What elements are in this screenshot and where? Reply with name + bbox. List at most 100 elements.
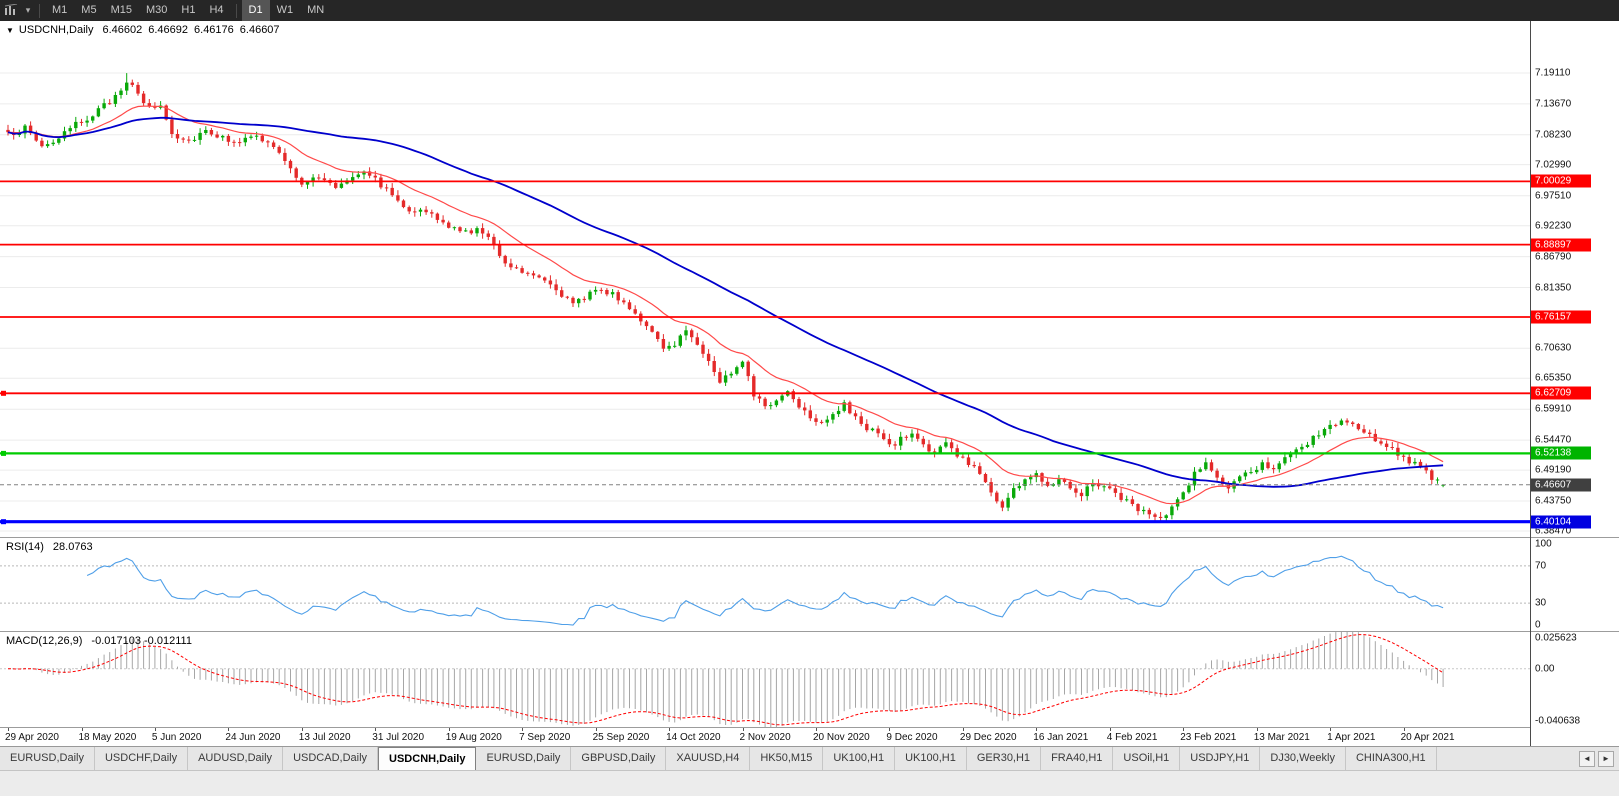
price-tick-label: 6.86790 xyxy=(1535,251,1572,263)
chart-tab-eurusd-daily[interactable]: EURUSD,Daily xyxy=(476,747,572,770)
macd-indicator-canvas[interactable]: MACD(12,26,9) -0.017103 -0.012111 xyxy=(0,632,1530,727)
tabs-scroll-right-button[interactable]: ► xyxy=(1598,750,1614,767)
macd-tick-label: 0.025623 xyxy=(1535,632,1577,644)
date-label: 9 Dec 2020 xyxy=(886,732,938,743)
tabs-scroll-left-button[interactable]: ◄ xyxy=(1579,750,1595,767)
pane-divider[interactable] xyxy=(0,537,1530,538)
chart-tab-usdchf-daily[interactable]: USDCHF,Daily xyxy=(95,747,189,770)
timeframe-button-group: M1 M5 M15 M30 H1 H4 D1 W1 MN xyxy=(45,0,331,21)
price-tick-label: 6.54470 xyxy=(1535,434,1572,446)
date-label: 1 Apr 2021 xyxy=(1327,732,1376,743)
date-tick xyxy=(1403,728,1405,731)
date-tick xyxy=(742,728,744,731)
date-label: 24 Jun 2020 xyxy=(225,732,281,743)
chart-tab-audusd-daily[interactable]: AUDUSD,Daily xyxy=(188,747,284,770)
chart-tab-fra40-h1[interactable]: FRA40,H1 xyxy=(1041,747,1114,770)
open-value: 6.46602 xyxy=(102,24,143,36)
date-label: 18 May 2020 xyxy=(78,732,137,743)
date-tick xyxy=(8,728,9,731)
rsi-tick-label: 100 xyxy=(1535,538,1552,550)
macd-info: MACD(12,26,9) -0.017103 -0.012111 xyxy=(6,635,198,647)
timeframe-button-h1[interactable]: H1 xyxy=(181,4,196,16)
chart-tabs: EURUSD,Daily USDCHF,Daily AUDUSD,Daily USDC… xyxy=(0,747,1437,770)
chart-tab-xauusd-h4[interactable]: XAUUSD,H4 xyxy=(666,747,751,770)
dropdown-caret-icon[interactable]: ▾ xyxy=(25,5,31,15)
price-tick-label: 6.38470 xyxy=(1535,525,1572,537)
price-tick-label: 6.92230 xyxy=(1535,220,1572,232)
timeframe-toolbar: ▾ M1 M5 M15 M30 H1 H4 D1 W1 MN xyxy=(0,0,1619,21)
level-price-badge: 6.88897 xyxy=(1531,238,1591,252)
chart-tab-eurusd-daily[interactable]: EURUSD,Daily xyxy=(0,747,95,770)
toolbar-separator xyxy=(235,3,237,18)
main-chart-canvas[interactable]: ▼ USDCNH,Daily 6.46602 6.46692 6.46176 6… xyxy=(0,21,1530,537)
timeframe-button-h4[interactable]: H4 xyxy=(209,4,224,16)
price-tick-label: 7.02990 xyxy=(1535,159,1572,171)
price-tick-label: 7.08230 xyxy=(1535,129,1572,141)
chart-tab-gbpusd-daily[interactable]: GBPUSD,Daily xyxy=(571,747,667,770)
chart-info: ▼ USDCNH,Daily 6.46602 6.46692 6.46176 6… xyxy=(6,24,286,36)
macd-tick-label: 0.00 xyxy=(1535,663,1555,675)
chart-tab-ger30-h1[interactable]: GER30,H1 xyxy=(967,747,1042,770)
date-tick xyxy=(522,728,524,731)
timeframe-button-m5[interactable]: M5 xyxy=(81,4,97,16)
current-price-badge: 6.46607 xyxy=(1531,478,1591,492)
rsi-label: RSI(14) xyxy=(6,541,44,553)
date-tick xyxy=(1330,728,1332,731)
level-price-badge: 6.62709 xyxy=(1531,386,1591,400)
price-tick-label: 6.81350 xyxy=(1535,282,1572,293)
macd-histogram xyxy=(13,632,1444,727)
date-label: 19 Aug 2020 xyxy=(445,732,502,743)
date-tick xyxy=(1036,728,1038,731)
plot-column: ▼ USDCNH,Daily 6.46602 6.46692 6.46176 6… xyxy=(0,21,1530,746)
axis-divider xyxy=(1531,631,1619,632)
date-tick xyxy=(962,728,964,731)
price-axis[interactable]: 7.19110 7.13670 7.08230 7.02990 6.97510 6.922… xyxy=(1531,21,1619,537)
timeframe-button-m1[interactable]: M1 xyxy=(52,4,68,16)
timeframe-button-w1[interactable]: W1 xyxy=(276,4,294,16)
rsi-indicator-canvas[interactable]: RSI(14) 28.0763 xyxy=(0,538,1530,631)
chart-tab-usdjpy-h1[interactable]: USDJPY,H1 xyxy=(1180,747,1261,770)
date-label: 13 Jul 2020 xyxy=(298,732,351,743)
ma-slow-line xyxy=(7,116,1444,488)
rsi-value: 28.0763 xyxy=(52,541,93,553)
axis-corner xyxy=(1531,727,1619,746)
candles-layer xyxy=(6,73,1445,522)
rsi-axis[interactable]: 100 70 30 0 xyxy=(1531,538,1619,631)
chart-tab-dj30-weekly[interactable]: DJ30,Weekly xyxy=(1260,747,1346,770)
chart-tab-uk100-h1[interactable]: UK100,H1 xyxy=(895,747,967,770)
date-label: 31 Jul 2020 xyxy=(372,732,425,743)
pane-divider[interactable] xyxy=(0,631,1530,632)
date-label: 2 Nov 2020 xyxy=(739,732,791,743)
timeframe-button-m15[interactable]: M15 xyxy=(110,4,132,16)
date-tick xyxy=(889,728,891,731)
date-tick xyxy=(595,728,597,731)
chart-tab-china300-h1[interactable]: CHINA300,H1 xyxy=(1346,747,1437,770)
chart-tab-usoil-h1[interactable]: USOil,H1 xyxy=(1113,747,1181,770)
chart-tabs-bar: EURUSD,Daily USDCHF,Daily AUDUSD,Daily USDC… xyxy=(0,746,1619,770)
time-axis[interactable]: 29 Apr 2020 18 May 2020 5 Jun 2020 24 Jun 2… xyxy=(0,727,1530,746)
date-tick xyxy=(669,728,671,731)
chart-workspace: ▼ USDCNH,Daily 6.46602 6.46692 6.46176 6… xyxy=(0,21,1619,746)
timeframe-button-mn[interactable]: MN xyxy=(307,4,325,16)
chart-tab-usdcad-daily[interactable]: USDCAD,Daily xyxy=(283,747,379,770)
rsi-tick-label: 70 xyxy=(1535,560,1547,572)
macd-label: MACD(12,26,9) xyxy=(6,635,83,647)
chart-expand-icon[interactable]: ▼ xyxy=(6,25,14,35)
macd-axis[interactable]: 0.025623 0.00 -0.040638 xyxy=(1531,632,1619,727)
chart-tab-uk100-h1[interactable]: UK100,H1 xyxy=(823,747,896,770)
chart-type-icon[interactable] xyxy=(0,0,22,21)
chart-tab-hk50-m15[interactable]: HK50,M15 xyxy=(750,747,824,770)
timeframe-button-m30[interactable]: M30 xyxy=(145,4,168,16)
tab-scroll-controls: ◄ ► xyxy=(1574,747,1619,770)
macd-values: -0.017103 -0.012111 xyxy=(91,635,192,647)
date-tick xyxy=(228,728,230,731)
level-price-badge: 6.52138 xyxy=(1531,446,1591,460)
timeframe-button-d1[interactable]: D1 xyxy=(241,0,270,21)
date-label: 4 Feb 2021 xyxy=(1106,732,1158,743)
status-bar xyxy=(0,770,1619,796)
chart-tab-usdcnh-daily[interactable]: USDCNH,Daily xyxy=(378,747,477,770)
close-value: 6.46607 xyxy=(239,24,280,36)
high-value: 6.46692 xyxy=(148,24,189,36)
date-tick xyxy=(1109,728,1111,731)
